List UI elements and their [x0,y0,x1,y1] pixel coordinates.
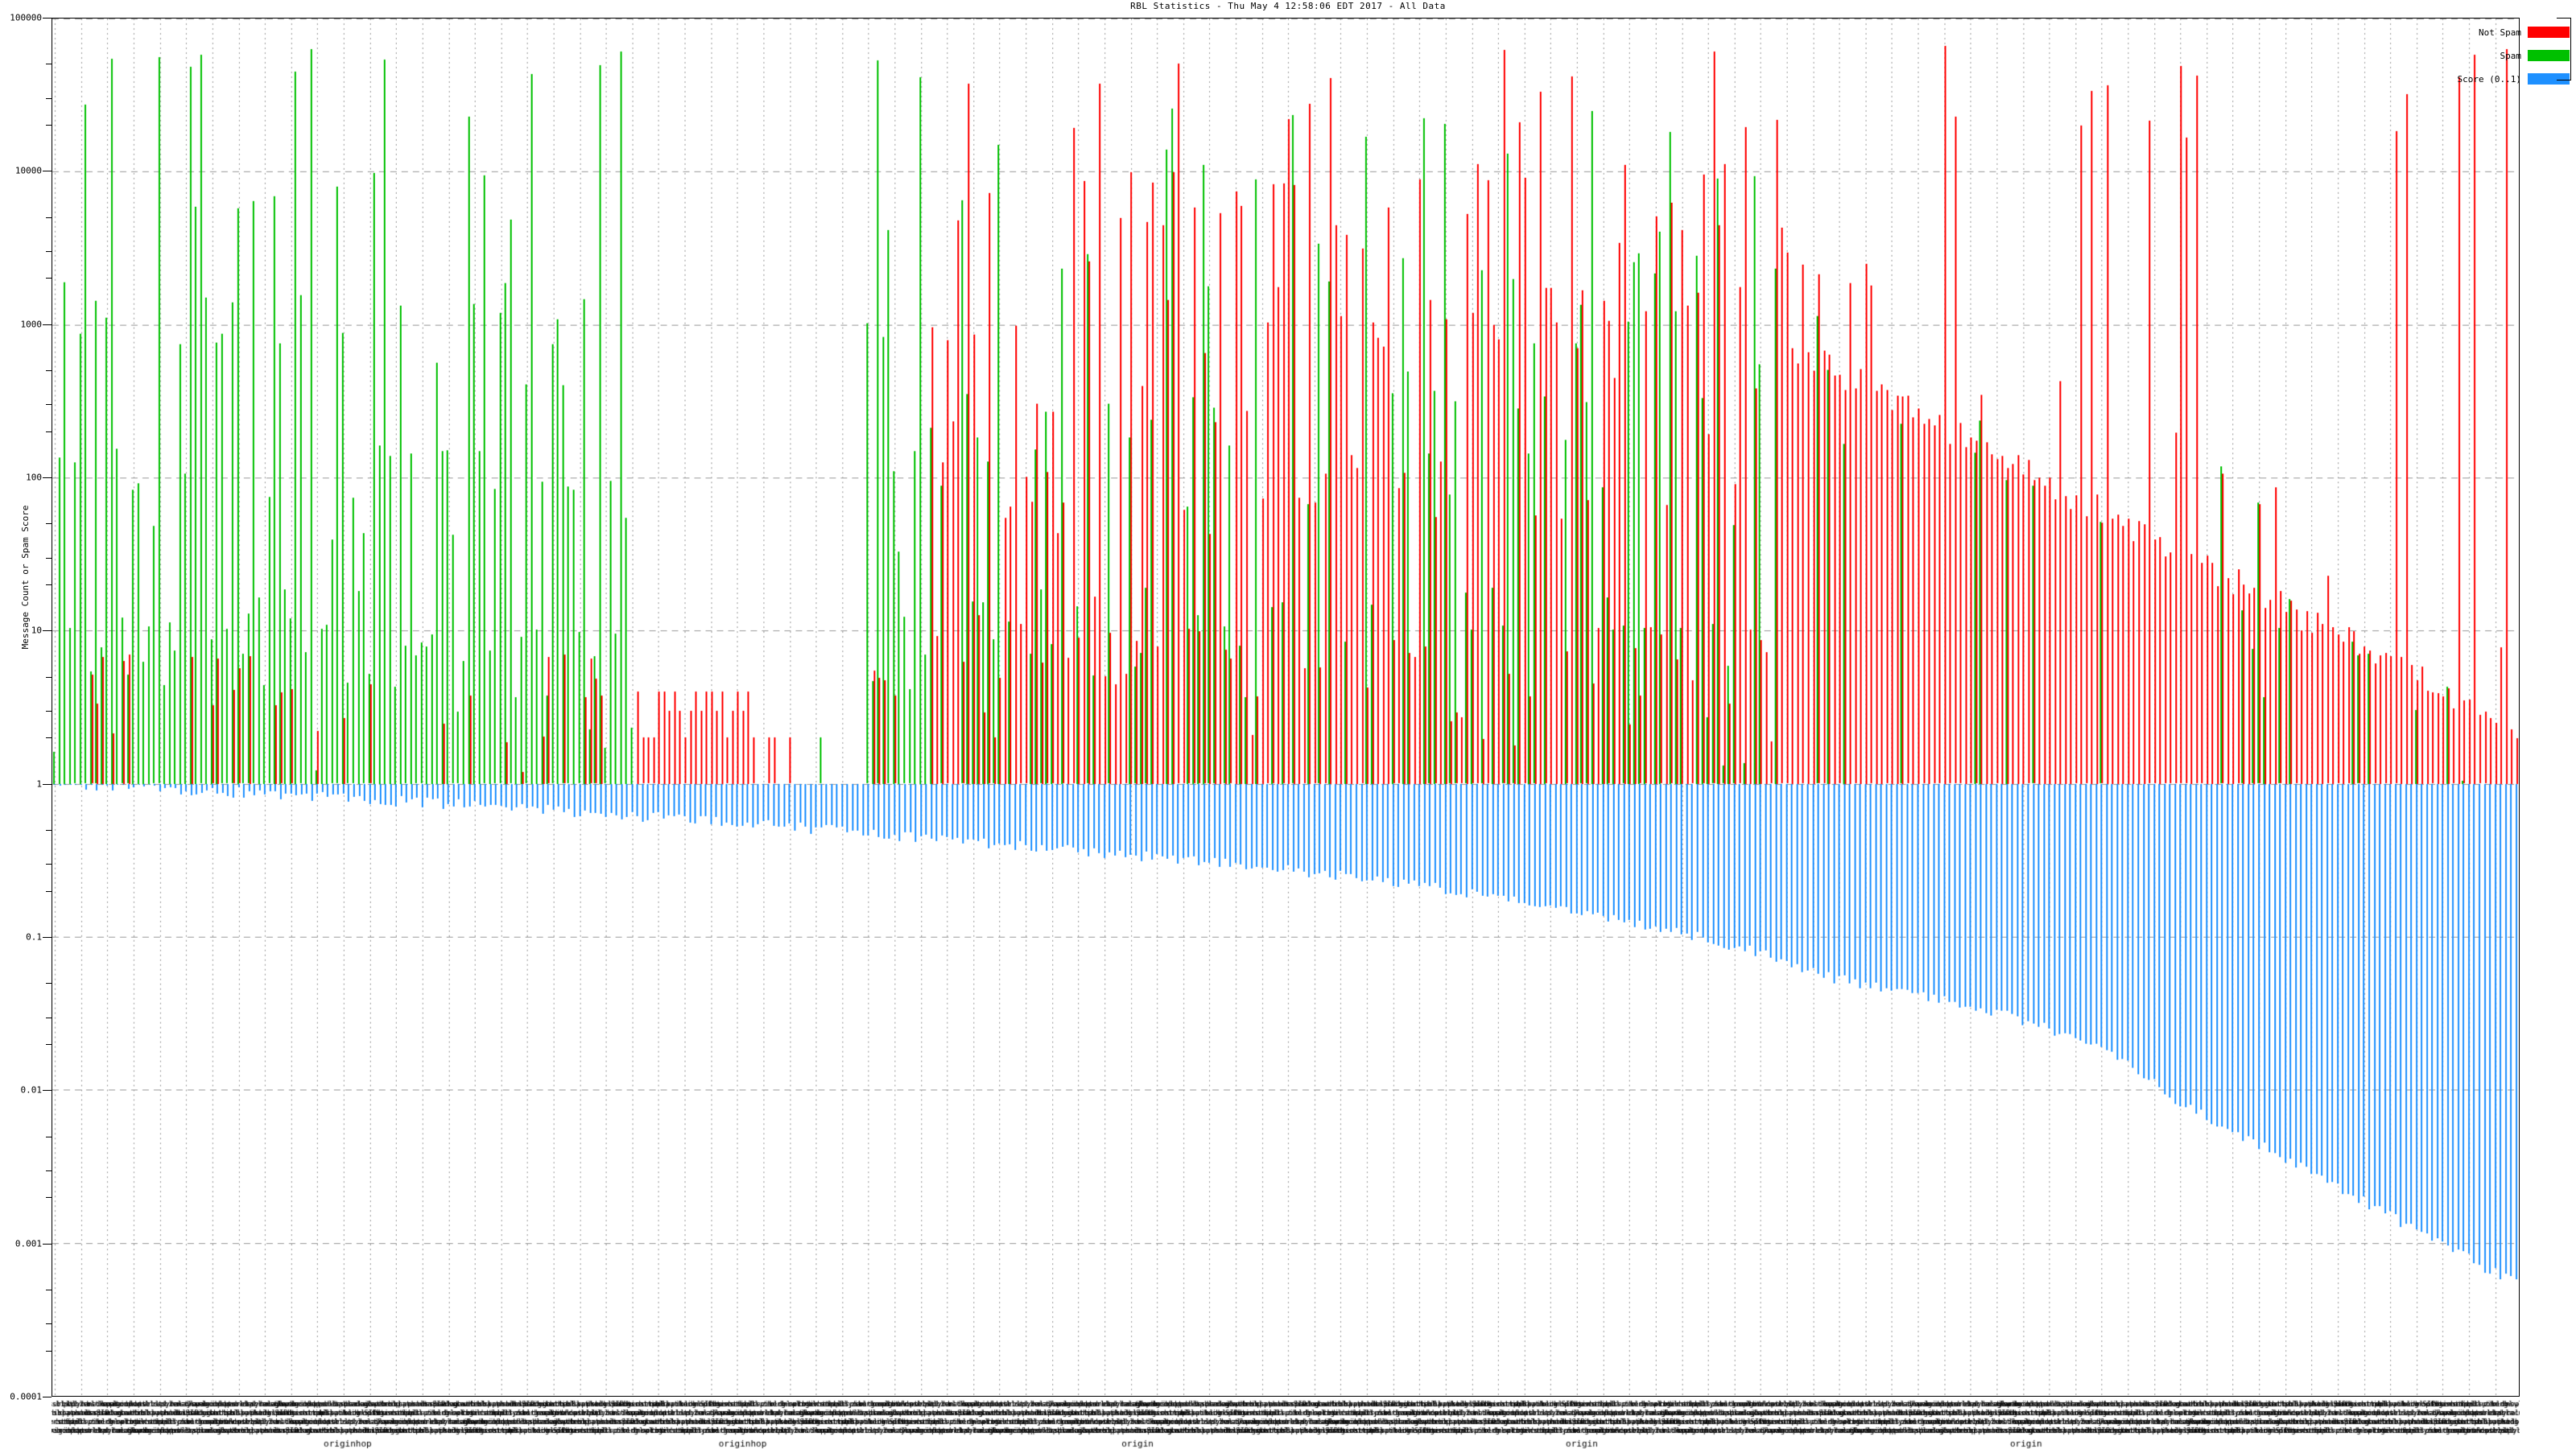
y-tick-minor [46,864,52,865]
y-tick-major [43,18,52,19]
legend-label: Not Spam [2479,27,2521,38]
y-tick-label: 1000 [20,319,43,330]
y-tick-minor [46,369,52,371]
y-tick-major [43,937,52,938]
y-tick-major [43,783,52,785]
y-tick-major [43,477,52,478]
legend-label: Spam [2500,50,2522,61]
y-tick-major [43,324,52,325]
y-tick-minor [46,1350,52,1352]
y-axis-title: Message Count or Spam Score [19,505,31,650]
y-tick-minor [46,404,52,406]
y-tick-minor [46,431,52,432]
legend-item: Score (0..1) [2360,71,2570,87]
bars-layer [52,19,2519,1396]
y-tick-minor [46,890,52,892]
y-tick-minor [46,1197,52,1199]
y-tick-major [43,1090,52,1092]
y-tick-minor [46,523,52,525]
y-tick-major [43,630,52,632]
y-tick-label: 100000 [10,12,42,23]
y-tick-minor [46,217,52,218]
y-tick-label: 10000 [14,165,42,176]
y-tick-label: 0.01 [20,1084,43,1096]
y-tick-minor [46,97,52,99]
legend-bracket-top [2557,18,2571,19]
y-tick-minor [46,125,52,126]
y-tick-minor [46,278,52,279]
legend-label: Score (0..1) [2457,73,2521,85]
y-tick-label: 0.0001 [10,1391,42,1402]
y-axis: Message Count or Spam Score 100000 10000 1… [0,13,52,1402]
legend-item: Spam [2360,47,2570,64]
legend-swatch [2528,73,2570,85]
legend-swatch [2528,27,2570,38]
y-tick-label: 100 [26,472,42,483]
legend-swatch [2528,50,2570,61]
y-tick-label: 1 [36,778,42,790]
y-tick-label: 0.001 [14,1238,42,1249]
y-tick-minor [46,1170,52,1171]
y-tick-minor [46,829,52,831]
y-tick-minor [46,557,52,559]
y-tick-minor [46,584,52,586]
legend-item: Not Spam [2360,24,2570,40]
y-tick-minor [46,1323,52,1325]
chart-title: RBL Statistics - Thu May 4 12:58:06 EDT … [1130,1,1446,11]
y-tick-minor [46,710,52,712]
y-tick-major [43,1243,52,1245]
legend-bracket [2570,18,2571,80]
plot-area [52,18,2520,1397]
y-tick-minor [46,676,52,678]
y-tick-minor [46,983,52,985]
y-tick-minor [46,737,52,739]
y-tick-minor [46,1044,52,1046]
y-tick-label: 10 [31,625,42,636]
y-tick-minor [46,250,52,252]
y-tick-label: 0.1 [26,931,42,943]
legend: Not Spam Spam Score (0..1) [2458,19,2570,85]
x-axis-labels [52,1398,2520,1449]
